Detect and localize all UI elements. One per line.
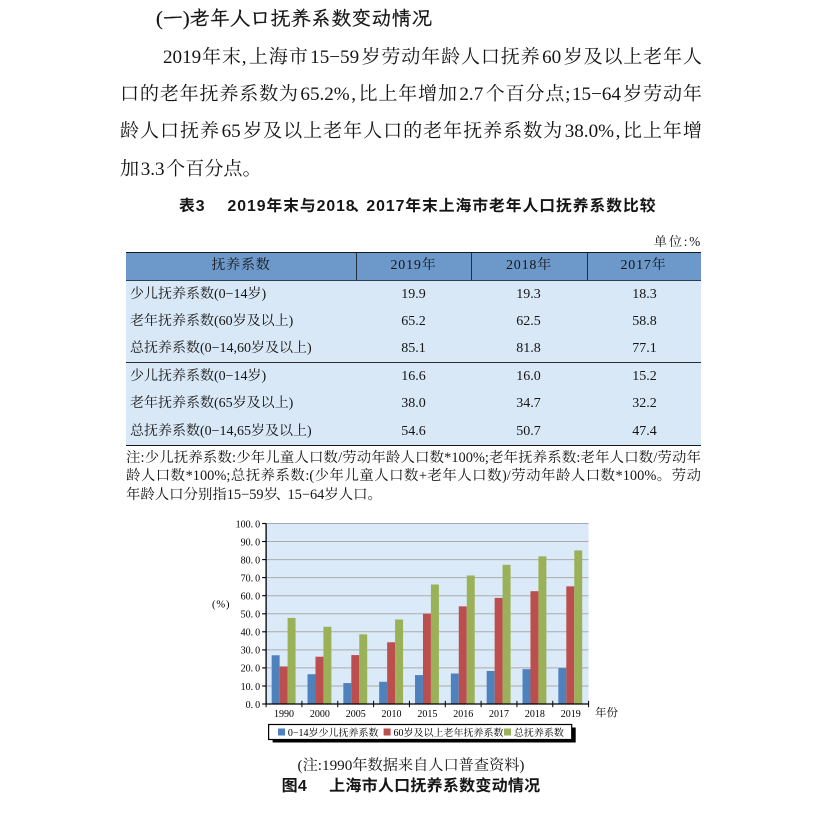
svg-text:90. 0: 90. 0 (241, 537, 261, 548)
svg-text:2017: 2017 (489, 709, 509, 720)
svg-text:2019: 2019 (561, 709, 581, 720)
svg-text:80. 0: 80. 0 (241, 555, 261, 566)
svg-text:2000: 2000 (310, 709, 330, 720)
svg-text:40. 0: 40. 0 (241, 628, 261, 639)
svg-text:20. 0: 20. 0 (241, 664, 261, 675)
svg-text:100. 0: 100. 0 (236, 519, 261, 530)
svg-text:60. 0: 60. 0 (241, 592, 261, 603)
svg-text:2016: 2016 (453, 709, 473, 720)
svg-text:2015: 2015 (417, 709, 437, 720)
svg-text:60岁及以上老年抚养系数: 60岁及以上老年抚养系数 (394, 727, 504, 739)
svg-text:年份: 年份 (595, 707, 618, 720)
svg-text:( % ): ( % ) (212, 600, 230, 611)
svg-text:0. 0: 0. 0 (246, 700, 261, 711)
svg-text:2018: 2018 (525, 709, 545, 720)
svg-text:0−14岁少儿抚养系数: 0−14岁少儿抚养系数 (288, 727, 379, 739)
svg-text:50. 0: 50. 0 (241, 610, 261, 621)
svg-text:2010: 2010 (382, 709, 402, 720)
svg-text:10. 0: 10. 0 (241, 682, 261, 693)
svg-text:1990: 1990 (274, 709, 294, 720)
svg-text:30. 0: 30. 0 (241, 646, 261, 657)
svg-text:2005: 2005 (346, 709, 366, 720)
svg-text:总抚养系数: 总抚养系数 (514, 727, 564, 739)
svg-text:70. 0: 70. 0 (241, 573, 261, 584)
